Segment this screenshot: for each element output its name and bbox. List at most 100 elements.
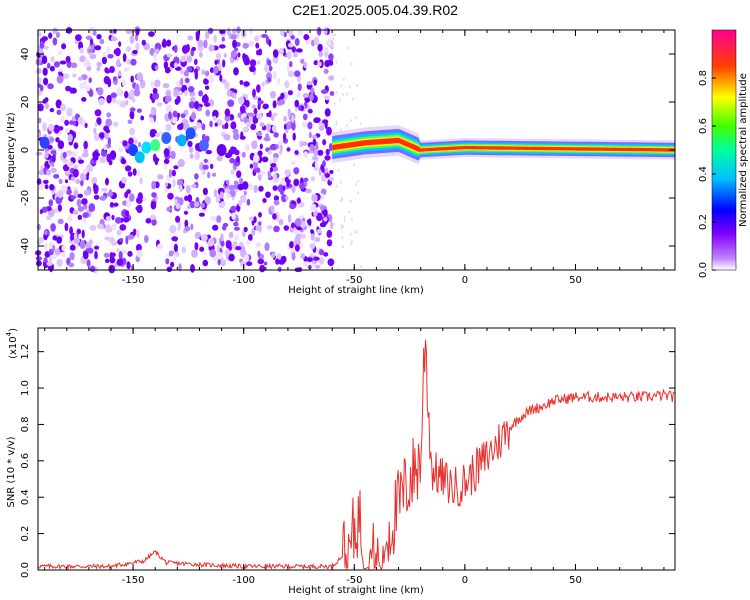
heatmap-cell: [80, 180, 84, 187]
heatmap-cell: [152, 87, 158, 94]
heatmap-cell: [306, 81, 313, 86]
heatmap-cell: [256, 113, 263, 120]
heatmap-cell: [262, 198, 267, 203]
heatmap-cell: [311, 156, 319, 161]
heatmap-cell: [179, 69, 185, 75]
heatmap-cell: [73, 164, 78, 170]
heatmap-cell: [317, 43, 323, 52]
heatmap-cell: [71, 116, 76, 122]
heatmap-cell: [212, 115, 217, 121]
heatmap-cell: [69, 244, 76, 251]
heatmap-cell: [41, 36, 48, 42]
heatmap-cell: [141, 39, 146, 46]
heatmap-cell: [332, 222, 335, 226]
heatmap-cell: [86, 259, 91, 268]
heatmap-cell: [249, 65, 256, 73]
heatmap-cell: [188, 86, 195, 93]
heatmap-cell: [110, 92, 118, 98]
heatmap-cell: [180, 77, 184, 87]
heatmap-signal-line: [332, 125, 675, 165]
heatmap-cell: [41, 206, 48, 213]
heatmap-cell: [129, 127, 136, 136]
heatmap-cell: [273, 195, 279, 202]
heatmap-cell: [113, 202, 119, 207]
heatmap-cell: [65, 85, 72, 92]
heatmap-cell: [94, 122, 98, 128]
heatmap-cell: [61, 251, 66, 258]
heatmap-cell: [94, 109, 102, 117]
heatmap-cell: [272, 213, 277, 220]
heatmap-cell: [272, 157, 278, 163]
heatmap-cell: [263, 261, 268, 266]
heatmap-cell: [48, 199, 54, 207]
heatmap-cell: [108, 189, 113, 196]
heatmap-cell: [199, 246, 205, 252]
heatmap-cell: [264, 63, 268, 73]
heatmap-cell: [72, 73, 77, 78]
heatmap-cell: [122, 78, 126, 87]
heatmap-cell: [150, 200, 157, 210]
heatmap-cell: [96, 117, 102, 125]
heatmap-cell: [166, 206, 172, 212]
heatmap-cell: [106, 46, 111, 55]
heatmap-cell: [85, 85, 91, 92]
heatmap-cell: [136, 72, 143, 82]
heatmap-cell: [293, 70, 301, 77]
heatmap-cell: [184, 226, 191, 232]
heatmap-cell: [43, 233, 48, 241]
heatmap-cell: [227, 99, 235, 107]
heatmap-cell: [151, 218, 157, 226]
heatmap-cell: [68, 262, 75, 268]
heatmap-cell: [187, 204, 191, 210]
heatmap-cell: [194, 151, 200, 161]
snr-panel: -150 -100 -50 0 50 0.0 0.2 0.4 0.6 0.8 1.0 1.2 Hei…: [5, 327, 676, 596]
heatmap-cell: [85, 35, 93, 40]
heatmap-cell: [165, 89, 172, 98]
heatmap-cell: [153, 51, 158, 61]
heatmap-cell: [207, 238, 214, 247]
heatmap-cell: [191, 46, 196, 51]
heatmap-cell: [267, 76, 272, 83]
heatmap-cell: [67, 215, 73, 223]
heatmap-cell: [213, 34, 217, 43]
heatmap-cell: [307, 264, 312, 270]
snr-series-line: [37, 339, 675, 572]
heatmap-cell: [122, 200, 128, 206]
heatmap-cell: [330, 221, 334, 230]
heatmap-cell: [356, 84, 359, 87]
heatmap-cell: [256, 49, 261, 56]
heatmap-cell: [318, 51, 324, 58]
heatmap-cell: [281, 194, 288, 203]
heatmap-cell: [105, 258, 110, 264]
heatmap-cell: [225, 193, 232, 199]
heatmap-cell: [257, 250, 261, 257]
heatmap-cell: [340, 227, 343, 230]
heatmap-cell: [93, 183, 97, 190]
heatmap-cell: [322, 160, 326, 168]
heatmap-cell: [278, 218, 284, 226]
heatmap-cell: [350, 119, 353, 122]
heatmap-cell: [250, 123, 257, 131]
heatmap-cell: [135, 196, 143, 204]
heatmap-cell: [101, 187, 108, 192]
heatmap-cell: [302, 93, 310, 98]
heatmap-cell: [83, 140, 88, 150]
heatmap-cell: [294, 99, 300, 108]
heatmap-cell: [187, 194, 193, 203]
heatmap-cell: [275, 258, 280, 265]
x-tick-label: 0: [462, 575, 468, 586]
heatmap-cell: [168, 250, 172, 257]
heatmap-cell: [181, 45, 189, 54]
heatmap-cell: [128, 137, 134, 145]
heatmap-cell: [64, 222, 69, 232]
heatmap-cell: [291, 160, 296, 166]
heatmap-cell: [231, 92, 237, 99]
heatmap-cell: [213, 189, 218, 197]
heatmap-cell: [214, 59, 218, 65]
heatmap-cell: [52, 254, 58, 260]
x-tick-label: -100: [232, 275, 255, 286]
heatmap-cell: [183, 70, 189, 77]
heatmap-cell: [52, 235, 57, 241]
heatmap-cell: [256, 60, 261, 65]
heatmap-cell: [167, 192, 174, 200]
